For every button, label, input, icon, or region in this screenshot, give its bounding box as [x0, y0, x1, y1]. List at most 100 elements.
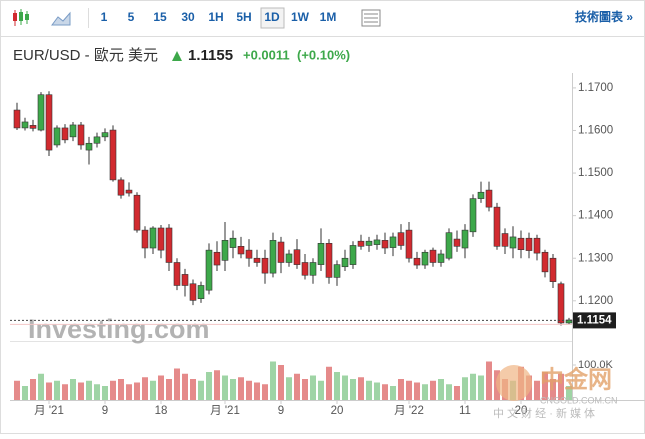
table-icon[interactable] [361, 9, 381, 27]
tech-chart-link[interactable]: 技術圖表 » [575, 9, 633, 24]
candle-body [373, 239, 381, 245]
candle-body [365, 240, 373, 246]
volume-bar [310, 375, 316, 400]
change: +0.0011 [243, 47, 290, 62]
candle-body [45, 94, 53, 151]
candle-body [245, 249, 253, 259]
candle-body [357, 240, 365, 247]
candle-body [125, 189, 133, 194]
volume-bar [174, 368, 180, 400]
candle-body [477, 191, 485, 199]
volume-bar [550, 379, 556, 400]
candle-body [325, 243, 333, 278]
candle-body [21, 121, 29, 129]
candle-body [541, 251, 549, 273]
x-tick-label: 9 [278, 405, 284, 417]
last-price-box [573, 312, 616, 329]
volume-bar [374, 382, 380, 400]
volume-bar [222, 375, 228, 400]
y-tick-label: 1.1600 [578, 125, 613, 137]
candle-body [485, 189, 493, 208]
volume-bar [438, 379, 444, 400]
candle-icon[interactable] [13, 9, 29, 26]
last-price-label: 1.1154 [577, 314, 612, 326]
interval-button[interactable]: 1 [101, 10, 108, 24]
candle-body [549, 257, 557, 282]
volume-bar [190, 379, 196, 400]
candle-body [117, 179, 125, 196]
volume-bar [158, 375, 164, 400]
candle-body [13, 109, 21, 129]
candle-body [405, 229, 413, 259]
candle-body [37, 94, 45, 131]
volume-bar [454, 386, 460, 400]
symbol: EUR/USD - 歐元 美元 [13, 47, 158, 64]
volume-bar [126, 384, 132, 400]
volume-bar [30, 379, 36, 400]
volume-bar [262, 384, 268, 400]
interval-button[interactable]: 30 [181, 10, 195, 24]
interval-button[interactable]: 5H [236, 10, 251, 24]
volume-bar [422, 384, 428, 400]
volume-bar [70, 379, 76, 400]
volume-bar [214, 370, 220, 400]
x-tick-label: 月 '22 [394, 405, 424, 417]
volume-bar [390, 386, 396, 400]
cngold-site: CNGOLD.COM.CN [540, 395, 618, 405]
volume-bar [414, 382, 420, 400]
volume-bar [462, 377, 468, 400]
interval-button[interactable]: 15 [153, 10, 167, 24]
area-icon[interactable] [51, 11, 71, 26]
candle-body [565, 319, 573, 324]
volume-bar [254, 382, 260, 400]
candle-body [525, 237, 533, 251]
volume-bar [558, 373, 564, 400]
x-tick-label: 18 [155, 405, 168, 417]
candle-body [189, 283, 197, 301]
volume-bar [430, 380, 436, 400]
volume-bar [230, 379, 236, 400]
candle-body [557, 283, 565, 324]
volume-bar [38, 373, 44, 400]
candle-body [53, 127, 61, 146]
x-tick-label: 11 [459, 405, 471, 417]
volume-bar [318, 380, 324, 400]
candle-body [133, 194, 141, 231]
candle-body [149, 227, 157, 249]
volume-bar [166, 379, 172, 400]
volume-bar [566, 386, 572, 400]
interval-button[interactable]: 1W [291, 10, 310, 24]
candle-body [29, 125, 37, 129]
volume-bar [142, 377, 148, 400]
selected-box [260, 7, 285, 29]
volume-bar [22, 386, 28, 400]
candle-body [253, 257, 261, 263]
candle-body [413, 257, 421, 266]
volume-bar [14, 380, 20, 400]
volume-bar [110, 380, 116, 400]
y-tick-label: 1.1700 [578, 82, 613, 94]
candle-body [109, 129, 117, 181]
candle-body [229, 237, 237, 248]
volume-bar [534, 380, 540, 400]
price: 1.1155 [188, 47, 233, 64]
candle-body [317, 243, 325, 265]
candle-body [69, 124, 77, 138]
candle-body [453, 238, 461, 247]
candle-body [421, 251, 429, 266]
volume-bar [358, 377, 364, 400]
candle-body [237, 246, 245, 255]
candle-body [221, 240, 229, 261]
interval-button[interactable]: 5 [128, 10, 135, 24]
volume-bar [150, 380, 156, 400]
volume-bar [102, 386, 108, 400]
interval-button[interactable]: 1D [264, 10, 280, 24]
interval-button[interactable]: 1H [208, 10, 223, 24]
volume-bar [294, 373, 300, 400]
volume-bar [350, 379, 356, 400]
candle-body [445, 232, 453, 259]
interval-button[interactable]: 1M [320, 10, 337, 24]
volume-bar [542, 372, 548, 400]
candle-body [141, 229, 149, 249]
